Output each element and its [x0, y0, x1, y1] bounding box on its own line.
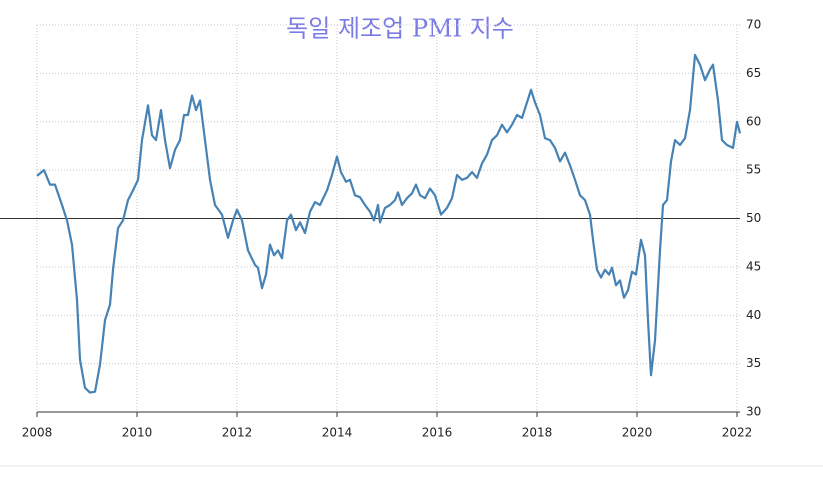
y-tick-label: 35: [746, 356, 761, 370]
y-tick-label: 65: [746, 66, 761, 80]
x-tick-label: 2018: [522, 426, 553, 440]
x-tick-label: 2014: [322, 426, 353, 440]
chart-title: 독일 제조업 PMI 지수: [286, 15, 514, 43]
y-tick-label: 30: [746, 405, 761, 419]
x-tick-label: 2020: [622, 426, 653, 440]
y-tick-label: 60: [746, 114, 761, 128]
y-tick-label: 70: [746, 18, 761, 32]
line-series: [36, 53, 742, 394]
x-tick-label: 2010: [122, 426, 153, 440]
x-tick-label: 2012: [222, 426, 253, 440]
y-tick-label: 55: [746, 163, 761, 177]
y-tick-label: 45: [746, 259, 761, 273]
x-tick-label: 2022: [722, 426, 753, 440]
y-tick-label: 50: [746, 211, 761, 225]
x-tick-label: 2016: [422, 426, 453, 440]
x-tick-label: 2008: [22, 426, 53, 440]
y-tick-label: 40: [746, 308, 761, 322]
